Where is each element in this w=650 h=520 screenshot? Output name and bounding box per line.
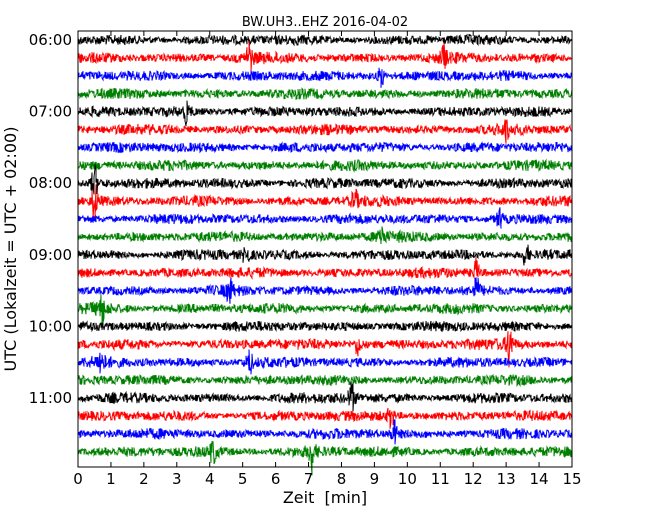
trace-line	[77, 440, 573, 476]
trace-line	[77, 33, 573, 47]
y-tick-label: 10:00	[29, 317, 72, 335]
x-tick-label: 12	[464, 470, 483, 488]
trace-line	[77, 100, 573, 127]
y-axis: 06:00 07:00 08:00 09:00 10:00 11:00	[29, 31, 572, 407]
seismogram-traces	[77, 33, 573, 476]
trace-line	[77, 141, 573, 154]
y-tick-label: 11:00	[29, 389, 72, 407]
trace-line	[77, 119, 573, 144]
trace-line	[77, 373, 573, 388]
trace-line	[77, 244, 573, 266]
x-tick-label: 6	[271, 470, 281, 488]
trace-line	[77, 349, 573, 375]
trace-line	[77, 331, 573, 368]
x-tick-label: 8	[337, 470, 347, 488]
x-tick-label: 0	[73, 470, 83, 488]
x-axis: 0 1 2 3 4 5 6 7 8 9 10 11 12 13 14 15	[73, 31, 582, 488]
x-tick-label: 7	[304, 470, 314, 488]
plot-frame	[77, 30, 573, 468]
y-tick-label: 07:00	[29, 103, 72, 121]
x-tick-label: 15	[562, 470, 581, 488]
trace-line	[77, 207, 573, 229]
trace-line	[77, 158, 573, 173]
x-tick-label: 1	[106, 470, 116, 488]
x-tick-label: 9	[370, 470, 380, 488]
y-tick-label: 09:00	[29, 246, 72, 264]
trace-line	[77, 407, 573, 429]
trace-line	[77, 294, 573, 327]
x-tick-label: 11	[431, 470, 450, 488]
x-tick-label: 14	[530, 470, 549, 488]
x-tick-label: 10	[398, 470, 417, 488]
y-axis-label: UTC (Lokalzeit = UTC + 02:00)	[1, 127, 20, 372]
trace-line	[77, 184, 573, 221]
trace-line	[77, 257, 573, 281]
trace-line	[77, 320, 573, 333]
y-tick-label: 06:00	[29, 31, 72, 49]
trace-line	[77, 164, 573, 195]
trace-line	[77, 67, 573, 88]
trace-line	[77, 87, 573, 101]
x-axis-label: Zeit [min]	[283, 488, 367, 507]
trace-line	[77, 381, 573, 412]
trace-line	[77, 226, 573, 245]
trace-line	[77, 419, 573, 445]
x-tick-label: 2	[139, 470, 149, 488]
y-tick-label: 08:00	[29, 174, 72, 192]
x-tick-label: 3	[172, 470, 182, 488]
x-tick-label: 5	[238, 470, 248, 488]
x-tick-label: 13	[497, 470, 516, 488]
x-tick-label: 4	[205, 470, 215, 488]
trace-line	[77, 41, 573, 73]
trace-line	[77, 277, 573, 304]
chart-title: BW.UH3..EHZ 2016-04-02	[242, 15, 408, 30]
